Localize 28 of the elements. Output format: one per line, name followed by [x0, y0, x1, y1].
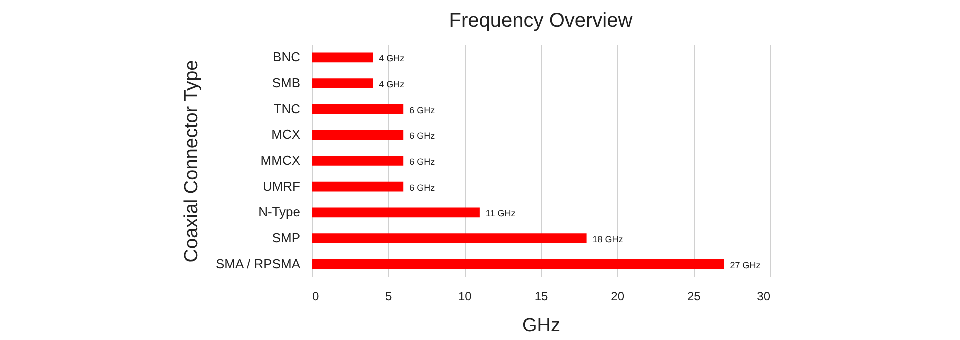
data-label: 27 GHz — [730, 260, 762, 270]
x-tick-label: 25 — [687, 290, 702, 304]
x-tick-label: 20 — [611, 290, 625, 304]
x-tick-label: 0 — [312, 290, 320, 304]
data-label: 6 GHz — [410, 105, 436, 116]
y-tick-label: BNC — [273, 50, 300, 65]
data-label: 6 GHz — [410, 182, 436, 193]
data-label: 4 GHz — [379, 54, 406, 64]
y-tick-label: MMCX — [260, 153, 301, 168]
x-tick-label: 15 — [534, 290, 548, 304]
x-tick-label: 5 — [385, 290, 392, 304]
y-tick-label: SMP — [272, 230, 300, 246]
y-tick-label: SMB — [272, 75, 300, 90]
y-tick-label: SMA / RPSMA — [216, 256, 301, 272]
y-tick-label: UMRF — [262, 178, 301, 194]
data-label: 6 GHz — [410, 131, 436, 142]
chart-title: Frequency Overview — [449, 10, 634, 32]
data-label: 18 GHz — [592, 234, 624, 245]
x-axis-title: GHz — [522, 316, 560, 336]
data-label: 4 GHz — [379, 79, 406, 90]
y-axis-title: Coaxial Connector Type — [181, 60, 202, 263]
y-tick-label: TNC — [274, 101, 300, 116]
data-label: 11 GHz — [486, 208, 516, 219]
data-label: 6 GHz — [410, 157, 436, 167]
x-tick-label: 10 — [458, 290, 472, 304]
x-tick-label: 30 — [757, 290, 771, 304]
y-tick-label: MCX — [272, 127, 301, 142]
y-tick-label: N-Type — [258, 204, 300, 220]
